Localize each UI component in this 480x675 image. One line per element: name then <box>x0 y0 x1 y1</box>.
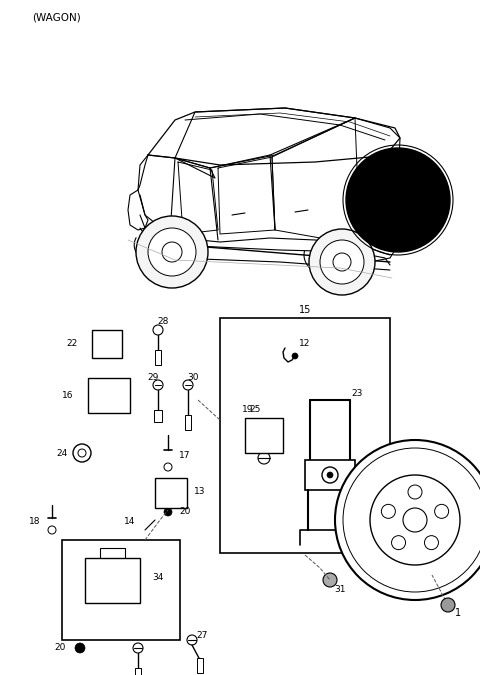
Bar <box>305 460 355 490</box>
Bar <box>154 410 162 422</box>
Circle shape <box>48 526 56 534</box>
Circle shape <box>162 242 182 262</box>
Bar <box>92 330 122 358</box>
Text: 22: 22 <box>66 340 78 348</box>
Text: 18: 18 <box>29 518 41 526</box>
Circle shape <box>133 643 143 653</box>
Circle shape <box>327 472 333 478</box>
Circle shape <box>346 148 450 252</box>
Text: 14: 14 <box>124 518 136 526</box>
Text: 20: 20 <box>180 508 191 516</box>
Text: 1: 1 <box>455 608 461 618</box>
Circle shape <box>408 485 422 499</box>
Bar <box>245 418 283 453</box>
Text: 16: 16 <box>62 391 74 400</box>
Circle shape <box>187 635 197 645</box>
Text: 28: 28 <box>157 317 168 327</box>
Bar <box>185 415 191 430</box>
Circle shape <box>441 598 455 612</box>
Circle shape <box>403 508 427 532</box>
Circle shape <box>90 585 100 595</box>
Circle shape <box>153 380 163 390</box>
Circle shape <box>164 508 172 516</box>
Circle shape <box>333 253 351 271</box>
Bar <box>155 350 161 365</box>
Text: 29: 29 <box>147 373 159 383</box>
Text: 19: 19 <box>242 406 254 414</box>
Circle shape <box>122 572 134 584</box>
Circle shape <box>78 449 86 457</box>
Circle shape <box>370 475 460 565</box>
Text: 24: 24 <box>56 448 68 458</box>
Text: 27: 27 <box>196 630 208 639</box>
Bar <box>100 548 125 560</box>
Text: 31: 31 <box>334 585 346 595</box>
Circle shape <box>258 452 270 464</box>
Bar <box>220 318 390 553</box>
Circle shape <box>424 536 438 549</box>
Circle shape <box>292 353 298 359</box>
Text: 20: 20 <box>54 643 66 653</box>
Circle shape <box>98 340 106 348</box>
Circle shape <box>323 573 337 587</box>
Text: 13: 13 <box>194 487 206 497</box>
Circle shape <box>392 536 406 549</box>
Circle shape <box>322 467 338 483</box>
Circle shape <box>73 444 91 462</box>
Circle shape <box>148 228 196 276</box>
Circle shape <box>153 325 163 335</box>
Bar <box>135 668 141 675</box>
Circle shape <box>309 229 375 295</box>
Text: 23: 23 <box>351 389 363 398</box>
Circle shape <box>164 463 172 471</box>
Circle shape <box>75 643 85 653</box>
Text: 25: 25 <box>249 406 261 414</box>
Circle shape <box>110 340 118 348</box>
Circle shape <box>320 240 364 284</box>
Circle shape <box>103 585 113 595</box>
Circle shape <box>136 216 208 288</box>
Text: 12: 12 <box>300 340 311 348</box>
Bar <box>155 478 187 508</box>
Bar <box>62 540 180 640</box>
Circle shape <box>343 448 480 592</box>
Circle shape <box>434 504 449 518</box>
Circle shape <box>382 504 396 518</box>
Text: 15: 15 <box>299 305 311 315</box>
Text: (WAGON): (WAGON) <box>32 12 81 22</box>
Bar <box>197 658 203 673</box>
Bar <box>88 378 130 413</box>
Text: 30: 30 <box>187 373 199 383</box>
Text: 17: 17 <box>179 450 191 460</box>
Bar <box>85 558 140 603</box>
Text: 34: 34 <box>152 574 164 583</box>
Circle shape <box>88 568 102 582</box>
Circle shape <box>335 440 480 600</box>
Circle shape <box>183 380 193 390</box>
Circle shape <box>166 488 176 498</box>
